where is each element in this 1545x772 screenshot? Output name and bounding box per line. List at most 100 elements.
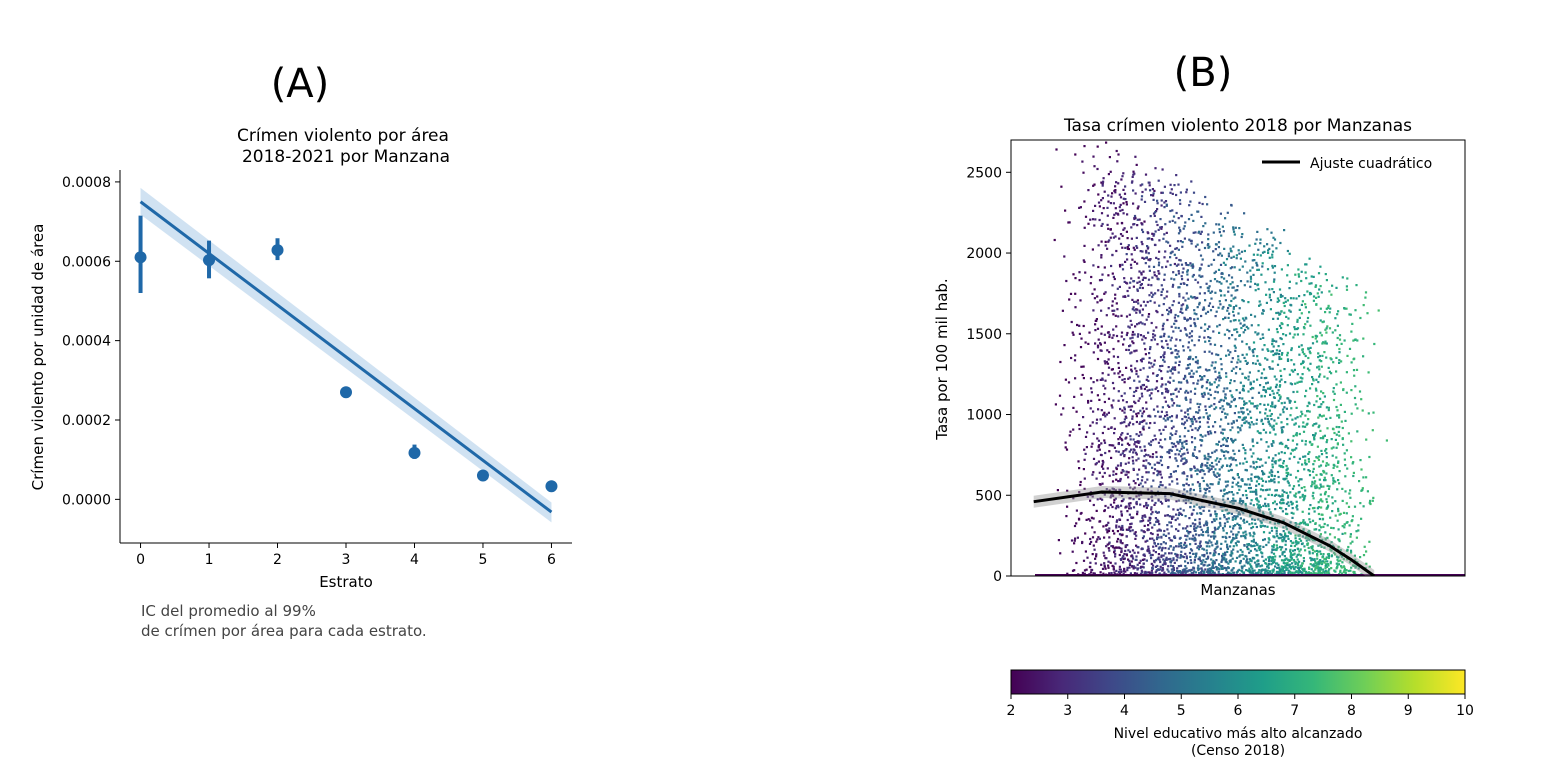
panel-b-point — [1137, 399, 1140, 402]
panel-b-point — [1172, 470, 1175, 473]
panel-b-point — [1262, 512, 1265, 516]
panel-b-point — [1275, 328, 1279, 331]
panel-b-point — [1146, 539, 1149, 542]
panel-b-point — [1202, 564, 1205, 567]
panel-b-point — [1294, 540, 1298, 543]
panel-b-point — [1114, 552, 1117, 556]
panel-b-point — [1271, 253, 1274, 256]
panel-b-point — [1287, 494, 1290, 497]
panel-b-point — [1060, 413, 1063, 416]
panel-b-point — [1220, 294, 1223, 297]
panel-b-point — [1222, 450, 1226, 453]
panel-b-point — [1103, 341, 1106, 344]
panel-b-point — [1131, 549, 1135, 552]
panel-b-point — [1098, 398, 1101, 401]
panel-b-point — [1141, 338, 1144, 341]
panel-b-point — [1226, 437, 1229, 440]
panel-b-point — [1274, 454, 1277, 457]
panel-b-point — [1355, 284, 1358, 287]
panel-b-point — [1280, 326, 1283, 330]
panel-b-point — [1109, 561, 1112, 564]
panel-b-point — [1213, 407, 1216, 411]
panel-b-point — [1110, 456, 1113, 459]
panel-b-point — [1241, 340, 1244, 343]
panel-b-point — [1319, 373, 1322, 376]
panel-b-point — [1143, 419, 1146, 422]
panel-b-point — [1272, 441, 1275, 444]
panel-b-point — [1175, 356, 1178, 359]
panel-b-point — [1360, 398, 1363, 401]
panel-b-point — [1246, 558, 1249, 561]
panel-b-point — [1335, 555, 1339, 558]
panel-b-point — [1219, 303, 1222, 306]
panel-b-point — [1114, 555, 1117, 558]
panel-b-point — [1335, 456, 1338, 459]
panel-b-point — [1195, 370, 1198, 373]
panel-b-point — [1205, 522, 1209, 526]
panel-b-point — [1288, 252, 1291, 255]
panel-b-point — [1259, 488, 1263, 491]
panel-b-point — [1100, 298, 1103, 301]
panel-b-point — [1070, 320, 1073, 324]
panel-b-point — [1164, 250, 1167, 253]
panel-b-point — [1232, 306, 1235, 309]
panel-b-point — [1095, 418, 1099, 421]
panel-b-point — [1362, 554, 1366, 557]
panel-b-point — [1216, 280, 1219, 283]
panel-b-point — [1313, 460, 1316, 463]
panel-b-point — [1132, 173, 1135, 176]
panel-b-point — [1254, 289, 1257, 292]
panel-b-point — [1204, 340, 1207, 343]
panel-b-point — [1091, 421, 1094, 424]
panel-b-point — [1283, 555, 1286, 558]
panel-b-point — [1201, 258, 1204, 261]
panel-b-point — [1256, 355, 1259, 358]
panel-b-point — [1296, 443, 1299, 446]
panel-b-point — [1113, 498, 1116, 501]
panel-b-point — [1093, 165, 1096, 168]
panel-b-point — [1177, 565, 1180, 568]
panel-b-point — [1317, 569, 1320, 572]
panel-b-point — [1084, 550, 1087, 553]
panel-b-point — [1219, 564, 1222, 568]
panel-b-point — [1189, 559, 1192, 562]
panel-b-point — [1163, 356, 1166, 359]
panel-b-point — [1285, 557, 1288, 560]
panel-b-point — [1097, 536, 1100, 539]
panel-b-point — [1275, 570, 1278, 573]
panel-b-point — [1220, 560, 1223, 563]
panel-b-point — [1286, 512, 1289, 516]
panel-b-point — [1245, 460, 1248, 463]
panel-b-point — [1319, 572, 1322, 575]
panel-b-point — [1340, 342, 1343, 345]
panel-b-point — [1286, 480, 1289, 483]
panel-b-point — [1121, 542, 1124, 545]
panel-b-point — [1282, 502, 1285, 505]
panel-b-point — [1237, 531, 1240, 534]
panel-b-point — [1281, 495, 1284, 498]
panel-b-point — [1150, 284, 1153, 287]
panel-b-point — [1222, 558, 1225, 561]
panel-b-point — [1161, 546, 1164, 549]
panel-b-point — [1242, 407, 1245, 410]
panel-b-point — [1320, 334, 1323, 337]
panel-b-point — [1336, 313, 1339, 316]
panel-b-point — [1094, 323, 1097, 326]
panel-b-point — [1260, 570, 1263, 573]
panel-b-point — [1229, 405, 1232, 408]
panel-b-point — [1324, 311, 1327, 314]
panel-b-point — [1151, 439, 1155, 442]
panel-b-point — [1340, 555, 1344, 558]
panel-b-point — [1163, 201, 1166, 204]
panel-b-point — [1312, 295, 1316, 298]
panel-b-point — [1270, 418, 1273, 421]
panel-b-point — [1267, 572, 1270, 575]
panel-b-point — [1145, 401, 1148, 404]
panel-b-point — [1166, 451, 1169, 454]
panel-b-point — [1198, 518, 1201, 521]
panel-b-point — [1310, 275, 1313, 278]
panel-b-point — [1293, 560, 1296, 563]
panel-b-point — [1114, 497, 1117, 500]
panel-b-point — [1202, 225, 1205, 228]
panel-b-point — [1323, 479, 1326, 482]
